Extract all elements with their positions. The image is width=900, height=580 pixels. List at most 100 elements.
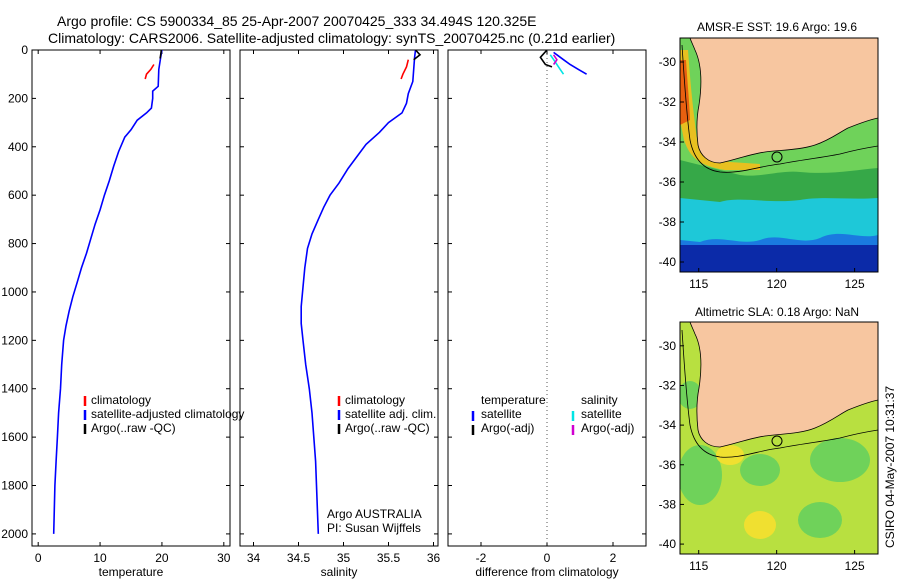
sla-coastline [689,322,878,448]
temp-axes-frame [31,49,231,547]
temp-legend-label: Argo(..raw -QC) [91,421,176,435]
sla-lat-tick-label: -34 [659,418,677,432]
sst-argo-marker [771,151,783,163]
temp-xtick-label: 10 [93,551,107,565]
sla-map: Altimetric SLA: 0.18 Argo: NaN 115 120 125… [659,305,879,573]
diff-legend-label: satellite [481,407,522,421]
diff-xtick-label: 2 [610,551,617,565]
diff-series-salinity-argo [552,54,558,65]
temp-xtick-label: 0 [35,551,42,565]
sst-depth-contour [681,44,878,173]
diff-series-temperature-satellite [553,51,588,75]
depth-tick-label: 200 [8,91,28,105]
sal-xtick-label: 35.5 [377,551,401,565]
depth-tick-label: 2000 [1,527,28,541]
sal-legend-label: climatology [345,393,405,407]
sal-series-group [300,50,422,534]
sal-xlabel: salinity [321,565,358,579]
diff-xlabel: difference from climatology [475,565,618,579]
sst-coastline [689,38,878,164]
sla-patch-6 [716,445,744,465]
principal-investigator-annotation: PI: Susan Wijffels [327,521,421,535]
sst-land [690,38,878,163]
sst-map: AMSR-E SST: 19.6 Argo: 19.6 115 120 125 -30… [659,20,879,291]
sla-lat-tick-label: -36 [659,458,677,472]
sst-lat-tick-label: -36 [659,175,677,189]
temp-series-argo [159,50,163,59]
depth-tick-label: 400 [8,140,28,154]
temp-legend-label: satellite-adjusted climatology [91,407,244,421]
diff-series-group [539,50,588,75]
sla-lon-tick-label: 115 [689,559,708,573]
sla-patch-3 [810,438,870,482]
timestamp-stamp: CSIRO 04-May-2007 10:31:37 [883,386,897,548]
sla-depth-contour [681,329,878,458]
sla-lat-tick-label: -32 [659,378,677,392]
sst-lon-tick-label: 115 [689,277,708,291]
sal-xtick-label: 34 [247,551,261,565]
diff-legend-heading: temperature [481,393,546,407]
temp-legend-label: climatology [91,393,151,407]
sst-lat-tick-label: -34 [659,135,677,149]
sla-map-frame [679,321,879,555]
depth-tick-label: 1200 [1,333,28,347]
sal-legend-label: satellite adj. clim. [345,407,436,421]
diff-legend-heading: salinity [581,393,618,407]
depth-tick-label: 1000 [1,285,28,299]
sst-lat-tick-label: -40 [659,255,677,269]
depth-tick-label: 800 [8,237,28,251]
sst-map-title: AMSR-E SST: 19.6 Argo: 19.6 [697,20,857,34]
diff-legend-label: Argo(-adj) [581,421,634,435]
temp-series-satellite-adjusted-climatology [52,50,163,534]
diff-legend-label: satellite [581,407,622,421]
sla-lat-tick-label: -38 [659,497,677,511]
sst-lat-tick-label: -32 [659,95,677,109]
sal-xtick-label: 35 [337,551,351,565]
temp-series-climatology [144,64,155,80]
float-source-annotation: Argo AUSTRALIA [327,507,422,521]
temp-series-group [52,50,163,534]
sst-warm-band [680,160,878,202]
temp-xtick-label: 30 [217,551,231,565]
temp-xtick-label: 20 [155,551,169,565]
depth-tick-label: 600 [8,188,28,202]
sla-patch-2 [740,454,780,486]
temperature-panel: 0 10 20 30 temperature 0 200 400 600 800 1000 1200 1… [1,43,244,579]
sal-xtick-label: 36 [427,551,441,565]
sla-patch-4 [798,502,842,538]
temp-xlabel: temperature [99,565,164,579]
sst-boundary-current [680,50,760,170]
depth-tick-label: 1400 [1,382,28,396]
depth-tick-label: 0 [21,43,28,57]
sst-lon-tick-label: 120 [767,277,787,291]
sst-lat-tick-label: -30 [659,55,677,69]
sla-patch-1 [680,445,722,505]
sal-axes-frame [239,49,439,547]
diff-series-temperature-argo [539,50,553,68]
diff-legend-label: Argo(-adj) [481,421,534,435]
sla-map-title: Altimetric SLA: 0.18 Argo: NaN [695,305,859,319]
sal-legend-label: Argo(..raw -QC) [345,421,430,435]
sal-series-argo [413,50,422,61]
sla-lon-tick-label: 120 [767,559,787,573]
depth-tick-label: 1600 [1,430,28,444]
sst-lon-tick-label: 125 [845,277,865,291]
sla-land [690,322,878,447]
salinity-panel: 34 34.5 35 35.5 36 salinity climatologysatelli… [239,49,441,579]
figure-title-line1: Argo profile: CS 5900334_85 25-Apr-2007 … [57,13,537,29]
sal-series-satellite-adj-clim- [300,50,417,534]
sal-xtick-label: 34.5 [287,551,311,565]
sla-lat-tick-label: -40 [659,537,677,551]
sst-ocean-mid [680,192,878,242]
diff-xtick-label: 0 [544,551,551,565]
diff-series-salinity-satellite [549,54,565,75]
sla-lon-tick-label: 125 [845,559,865,573]
diff-xtick-label: -2 [476,551,487,565]
sla-patch-7 [680,381,702,409]
sla-lat-tick-label: -30 [659,339,677,353]
sla-patch-5 [744,511,776,539]
sal-series-climatology [400,59,410,80]
sla-argo-marker [771,435,783,447]
